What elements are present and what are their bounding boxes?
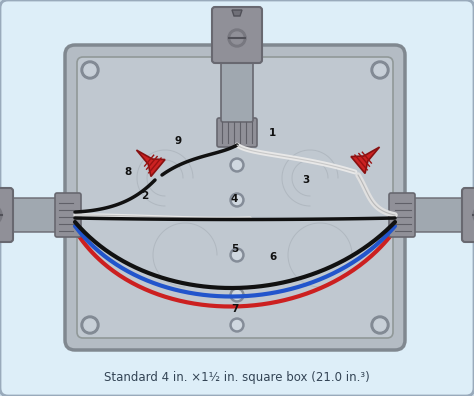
Circle shape bbox=[371, 61, 389, 79]
Circle shape bbox=[371, 316, 389, 334]
Text: 4: 4 bbox=[231, 194, 238, 204]
Circle shape bbox=[230, 288, 244, 302]
Circle shape bbox=[84, 319, 96, 331]
FancyBboxPatch shape bbox=[221, 33, 253, 122]
Circle shape bbox=[230, 193, 244, 207]
FancyBboxPatch shape bbox=[65, 45, 405, 350]
Circle shape bbox=[233, 320, 241, 329]
Circle shape bbox=[81, 61, 99, 79]
Circle shape bbox=[230, 248, 244, 262]
Text: 9: 9 bbox=[174, 135, 182, 146]
Circle shape bbox=[230, 318, 244, 332]
FancyBboxPatch shape bbox=[55, 193, 81, 237]
Circle shape bbox=[231, 32, 243, 44]
Text: 6: 6 bbox=[269, 252, 276, 263]
Circle shape bbox=[81, 316, 99, 334]
FancyBboxPatch shape bbox=[462, 188, 474, 242]
FancyBboxPatch shape bbox=[411, 198, 470, 232]
Circle shape bbox=[233, 251, 241, 259]
Text: 7: 7 bbox=[231, 304, 238, 314]
Circle shape bbox=[228, 29, 246, 47]
Circle shape bbox=[374, 64, 386, 76]
Polygon shape bbox=[137, 150, 165, 177]
Text: 1: 1 bbox=[269, 128, 276, 138]
Polygon shape bbox=[351, 147, 380, 173]
Circle shape bbox=[374, 319, 386, 331]
Text: Standard 4 in. ×1½ in. square box (21.0 in.³): Standard 4 in. ×1½ in. square box (21.0 … bbox=[104, 371, 370, 385]
Circle shape bbox=[230, 158, 244, 172]
Text: 2: 2 bbox=[141, 191, 148, 201]
FancyBboxPatch shape bbox=[3, 198, 62, 232]
Text: 8: 8 bbox=[124, 167, 132, 177]
FancyBboxPatch shape bbox=[217, 118, 257, 147]
FancyBboxPatch shape bbox=[77, 57, 393, 338]
Circle shape bbox=[233, 160, 241, 169]
Circle shape bbox=[473, 205, 474, 225]
Polygon shape bbox=[232, 10, 242, 16]
Text: 3: 3 bbox=[302, 175, 310, 185]
Circle shape bbox=[233, 196, 241, 204]
FancyBboxPatch shape bbox=[389, 193, 415, 237]
FancyBboxPatch shape bbox=[0, 188, 13, 242]
Circle shape bbox=[84, 64, 96, 76]
Circle shape bbox=[0, 205, 2, 225]
Text: 5: 5 bbox=[231, 244, 238, 255]
FancyBboxPatch shape bbox=[212, 7, 262, 63]
Circle shape bbox=[233, 291, 241, 299]
